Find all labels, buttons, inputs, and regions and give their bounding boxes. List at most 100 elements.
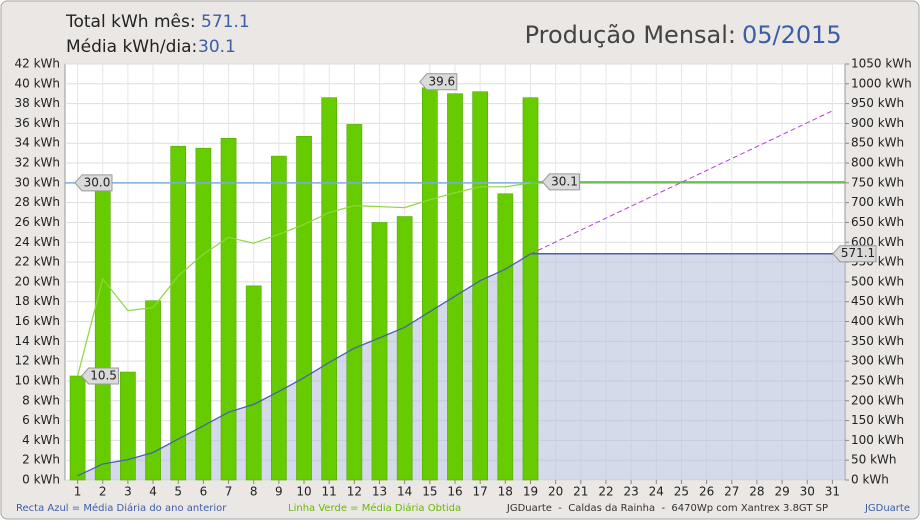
x-tick-label: 20 [548,485,563,499]
y-tick-label: 6 kWh [22,413,60,427]
y-tick-label: 32 kWh [14,156,60,170]
bar [421,87,438,481]
point-label-box [419,73,458,91]
reference-label-box [541,173,580,191]
bar [321,97,338,481]
x-tick-label: 10 [296,485,311,499]
y-tick-label: 16 kWh [14,314,60,328]
y-tick-label: 40 kWh [14,76,60,90]
y-tick-label: 26 kWh [14,215,60,229]
x-tick-label: 11 [322,485,337,499]
y2-tick-label: 850 kWh [851,136,904,150]
y2-tick-label: 50 kWh [851,453,897,467]
y2-tick-label: 100 kWh [851,433,904,447]
x-tick-label: 19 [523,485,538,499]
x-tick-label: 13 [372,485,387,499]
y-tick-label: 8 kWh [22,393,60,407]
x-tick-label: 9 [275,485,283,499]
y-tick-label: 34 kWh [14,136,60,150]
bar [447,93,463,481]
y-tick-label: 24 kWh [14,235,60,249]
x-tick-label: 7 [225,485,233,499]
bar [69,375,86,481]
y2-tick-label: 750 kWh [851,175,904,189]
y-tick-label: 10 kWh [14,373,60,387]
avg-label: Média kWh/dia: [66,37,197,57]
x-tick-label: 3 [124,485,132,499]
bar [522,97,539,481]
x-tick-label: 6 [200,485,208,499]
x-tick-label: 15 [422,485,437,499]
x-tick-label: 12 [347,485,362,499]
y2-tick-label: 900 kWh [851,116,904,130]
x-tick-label: 2 [99,485,107,499]
bar [170,145,187,481]
x-tick-label: 23 [623,485,638,499]
x-tick-label: 21 [573,485,588,499]
x-tick-label: 27 [724,485,739,499]
footer-author: JGDuarte [864,503,910,514]
point-label-box [80,367,120,385]
reference-label-box [832,245,877,263]
x-tick-label: 22 [598,485,613,499]
x-tick-label: 24 [649,485,664,499]
y-tick-label: 20 kWh [14,274,60,288]
x-tick-label: 31 [825,485,840,499]
y2-tick-label: 700 kWh [851,195,904,209]
bar [396,216,413,481]
bar [371,222,388,481]
x-tick-label: 29 [774,485,789,499]
bar [497,193,514,481]
x-tick-label: 1 [74,485,82,499]
bar [472,91,489,481]
y-tick-label: 4 kWh [22,433,60,447]
y-tick-label: 14 kWh [14,334,60,348]
reference-label: 571.1 [841,246,875,260]
point-label: 39.6 [428,74,455,88]
x-tick-label: 14 [397,485,412,499]
y-tick-label: 18 kWh [14,294,60,308]
average-line [76,182,531,377]
y2-tick-label: 150 kWh [851,413,904,427]
total-value: 571.1 [201,12,250,32]
footer-blue: Recta Azul = Média Diária do ano anterio… [16,502,227,514]
y2-tick-label: 1000 kWh [851,76,912,90]
y2-tick-label: 1050 kWh [851,57,912,71]
cumulative-line [77,253,531,477]
y2-tick-label: 200 kWh [851,393,904,407]
y2-tick-label: 0 kWh [851,473,889,487]
x-tick-label: 4 [149,485,157,499]
bar [195,147,212,481]
x-tick-label: 8 [250,485,258,499]
y2-tick-label: 450 kWh [851,294,904,308]
x-tick-label: 18 [498,485,513,499]
reference-label: 30.0 [84,175,111,189]
y-tick-label: 28 kWh [14,195,60,209]
y-tick-label: 36 kWh [14,116,60,130]
y-tick-label: 38 kWh [14,96,60,110]
x-tick-label: 5 [174,485,182,499]
bar [220,137,237,481]
x-tick-label: 17 [473,485,488,499]
bar [120,371,136,481]
bar [296,136,312,481]
y2-tick-label: 300 kWh [851,354,904,368]
reference-label: 30.1 [551,174,578,188]
bar [94,182,111,481]
total-label: Total kWh mês: [65,12,196,32]
chart-title: Produção Mensal: [525,21,736,49]
y2-tick-label: 950 kWh [851,96,904,110]
y2-tick-label: 500 kWh [851,274,904,288]
y2-tick-label: 800 kWh [851,156,904,170]
point-label: 10.5 [90,369,117,383]
y-tick-label: 0 kWh [22,473,60,487]
y2-tick-label: 650 kWh [851,215,904,229]
bar [245,285,262,481]
footer-credit: JGDuarte - Caldas da Rainha - 6470Wp com… [506,503,828,514]
y-tick-label: 30 kWh [14,175,60,189]
x-tick-label: 26 [699,485,714,499]
x-tick-label: 28 [749,485,764,499]
y-tick-label: 12 kWh [14,354,60,368]
reference-label-box [74,174,113,192]
